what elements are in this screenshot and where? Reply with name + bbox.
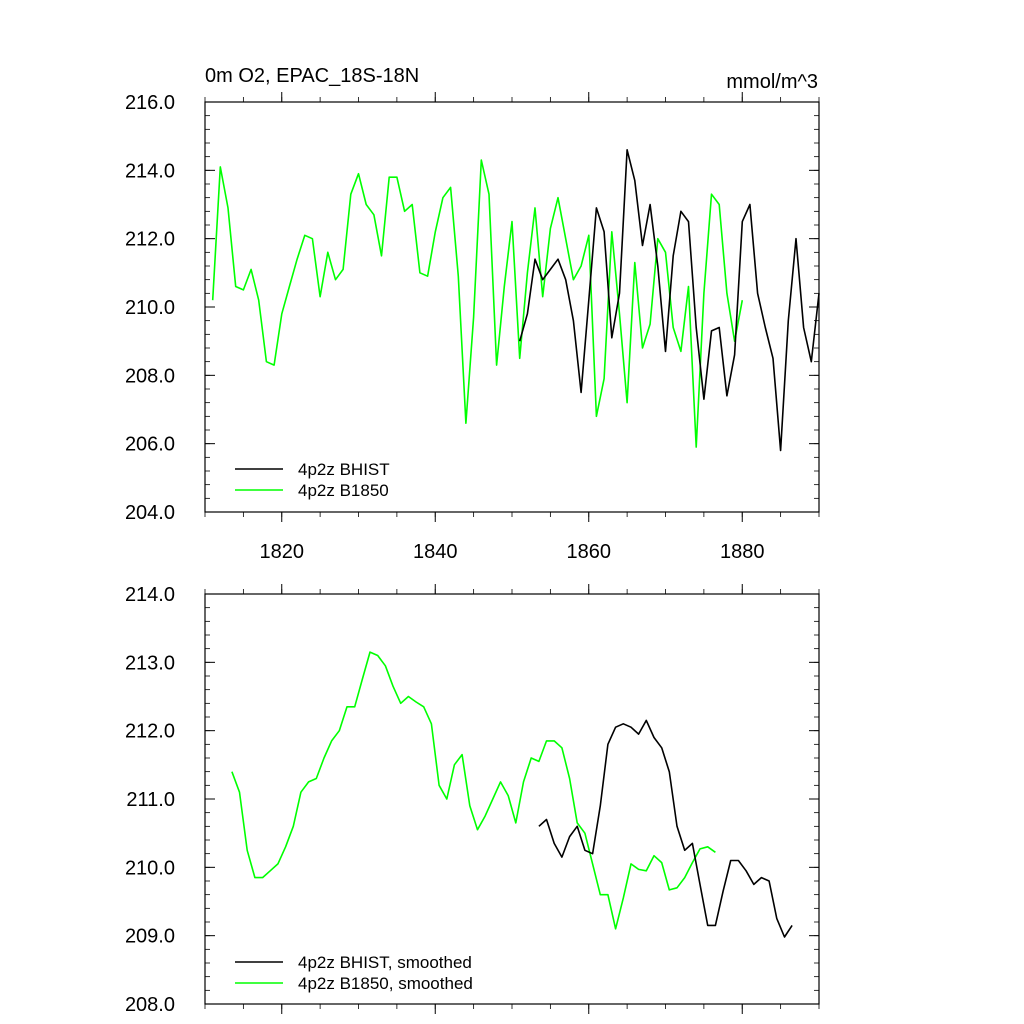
top-legend: 4p2z BHIST 4p2z B1850 bbox=[235, 460, 390, 500]
y-tick-label: 210.0 bbox=[125, 857, 175, 879]
legend-label-bhist-smoothed: 4p2z BHIST, smoothed bbox=[298, 953, 472, 972]
y-tick-label: 209.0 bbox=[125, 926, 175, 948]
top-series-lines bbox=[211, 149, 820, 452]
x-tick-label: 1840 bbox=[413, 541, 458, 563]
series-line-4p2z-bhist bbox=[518, 149, 820, 452]
y-tick-label: 212.0 bbox=[125, 721, 175, 743]
y-tick-label: 211.0 bbox=[126, 789, 175, 811]
legend-label-bhist: 4p2z BHIST bbox=[298, 460, 390, 479]
y-tick-label: 212.0 bbox=[125, 229, 175, 251]
y-tick-label: 204.0 bbox=[125, 502, 175, 524]
y-tick-label: 210.0 bbox=[125, 297, 175, 319]
y-tick-label: 214.0 bbox=[125, 160, 175, 182]
legend-label-b1850-smoothed: 4p2z B1850, smoothed bbox=[298, 974, 473, 993]
x-tick-label: 1880 bbox=[720, 541, 765, 563]
top-ticks: 204.0 206.0 208.0 210.0 212.0 214.0 216.0 1820 1… bbox=[125, 92, 820, 563]
chart-title: 0m O2, EPAC_18S-18N bbox=[205, 65, 419, 87]
bottom-legend: 4p2z BHIST, smoothed 4p2z B1850, smoothe… bbox=[235, 953, 473, 993]
y-tick-label: 208.0 bbox=[125, 994, 175, 1016]
y-tick-label: 214.0 bbox=[125, 584, 175, 606]
y-tick-label: 208.0 bbox=[125, 365, 175, 387]
bottom-series-lines bbox=[231, 651, 793, 938]
y-tick-label: 213.0 bbox=[125, 652, 175, 674]
bottom-ticks: 208.0 209.0 210.0 211.0 212.0 213.0 214.0 bbox=[125, 584, 820, 1016]
units-label: mmol/m^3 bbox=[726, 71, 818, 93]
series-line-4p2z-b1850 bbox=[211, 159, 744, 448]
top-plot-frame bbox=[204, 101, 820, 513]
x-tick-label: 1860 bbox=[567, 541, 612, 563]
top-panel: 0m O2, EPAC_18S-18N mmol/m^3 204.0206.02… bbox=[125, 65, 820, 563]
series-line-4p2z-b1850-smoothed bbox=[231, 651, 716, 930]
bottom-panel: 208.0 209.0 210.0 211.0 212.0 213.0 214.0 4p2z… bbox=[125, 584, 820, 1016]
y-tick-label: 206.0 bbox=[125, 434, 175, 456]
series-line-4p2z-bhist-smoothed bbox=[538, 719, 793, 938]
x-tick-label: 1820 bbox=[260, 541, 305, 563]
y-tick-label: 216.0 bbox=[125, 92, 175, 114]
bottom-plot-frame bbox=[204, 593, 820, 1005]
legend-label-b1850: 4p2z B1850 bbox=[298, 481, 389, 500]
